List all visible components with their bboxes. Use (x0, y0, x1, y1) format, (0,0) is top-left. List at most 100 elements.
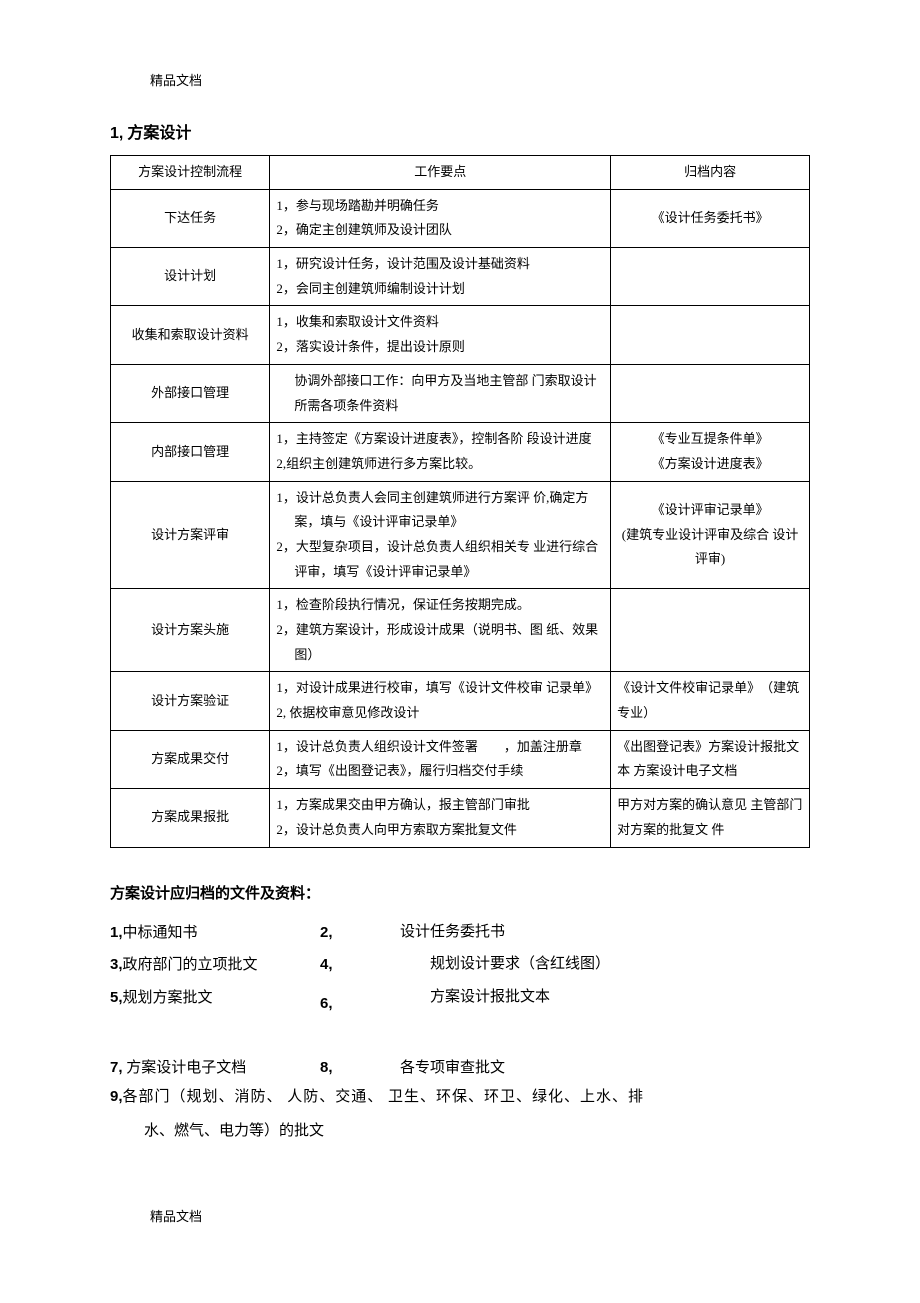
kp-line: 1，主持签定《方案设计进度表》，控制各阶 段设计进度 (276, 427, 604, 452)
cell-archive (611, 364, 810, 422)
table-row: 方案成果交付 1，设计总负责人组织设计文件签署 ，加盖注册章 2，填写《出图登记… (111, 730, 810, 788)
cell-archive (611, 589, 810, 672)
kp-line: 1，研究设计任务，设计范围及设计基础资料 (276, 252, 604, 277)
kp-line: 协调外部接口工作：向甲方及当地主管部 门索取设计所需各项条件资料 (276, 369, 604, 418)
file-num: 3, (110, 956, 123, 973)
cell-process: 设计方案评审 (111, 481, 270, 589)
table-row: 收集和索取设计资料 1，收集和索取设计文件资料 2，落实设计条件，提出设计原则 (111, 306, 810, 364)
file-text-continuation: 水、燃气、电力等）的批文 (144, 1117, 810, 1146)
cell-archive: 甲方对方案的确认意见 主管部门对方案的批复文 件 (611, 789, 810, 847)
file-text: 各专项审查批文 (400, 1054, 810, 1083)
th-keypoints: 工作要点 (270, 156, 611, 190)
kp-line: 2, 依据校审意见修改设计 (276, 701, 604, 726)
cell-process: 下达任务 (111, 189, 270, 247)
file-text: 中标通知书 (123, 925, 198, 941)
table-row: 设计方案评审 1，设计总负责人会同主创建筑师进行方案评 价,确定方案，填与《设计… (111, 481, 810, 589)
kp-line: 2，落实设计条件，提出设计原则 (276, 335, 604, 360)
cell-process: 方案成果报批 (111, 789, 270, 847)
table-header-row: 方案设计控制流程 工作要点 归档内容 (111, 156, 810, 190)
kp-line: 2,组织主创建筑师进行多方案比较。 (276, 452, 604, 477)
table-row: 设计方案验证 1，对设计成果进行校审，填写《设计文件校审 记录单》 2, 依据校… (111, 672, 810, 730)
table-row: 内部接口管理 1，主持签定《方案设计进度表》，控制各阶 段设计进度 2,组织主创… (111, 423, 810, 481)
header-label: 精品文档 (150, 70, 810, 89)
file-text: 规划设计要求（含红线图） (430, 949, 810, 982)
file-num: 8, (320, 1059, 333, 1076)
cell-archive: 《出图登记表》方案设计报批文本 方案设计电子文档 (611, 730, 810, 788)
table-row: 设计方案头施 1，检查阶段执行情况，保证任务按期完成。 2，建筑方案设计，形成设… (111, 589, 810, 672)
file-row: 5,规划方案批文 6, 方案设计报批文本 (110, 982, 810, 1021)
cell-process: 方案成果交付 (111, 730, 270, 788)
file-num: 6, (320, 995, 333, 1012)
table-row: 外部接口管理 协调外部接口工作：向甲方及当地主管部 门索取设计所需各项条件资料 (111, 364, 810, 422)
cell-process: 设计方案验证 (111, 672, 270, 730)
cell-process: 设计方案头施 (111, 589, 270, 672)
file-num: 5, (110, 989, 123, 1006)
kp-line: 2，填写《出图登记表》，履行归档交付手续 (276, 759, 604, 784)
file-text: 各部门（规划、消防、 人防、交通、 卫生、环保、环卫、绿化、上水、排 (123, 1089, 645, 1105)
section-title: 1, 方案设计 (110, 119, 810, 143)
file-row: 3,政府部门的立项批文 4, 规划设计要求（含红线图） (110, 949, 810, 982)
file-text: 规划方案批文 (123, 990, 213, 1006)
archive-line: (建筑专业设计评审及综合 设计评审) (622, 527, 799, 567)
cell-keypoints: 1，设计总负责人会同主创建筑师进行方案评 价,确定方案，填与《设计评审记录单》 … (270, 481, 611, 589)
kp-line: 2，建筑方案设计，形成设计成果（说明书、图 纸、效果图） (276, 618, 604, 667)
file-num: 1, (110, 924, 123, 941)
archive-files-title: 方案设计应归档的文件及资料： (110, 882, 810, 903)
table-row: 下达任务 1，参与现场踏勘并明确任务 2，确定主创建筑师及设计团队 《设计任务委… (111, 189, 810, 247)
cell-process: 收集和索取设计资料 (111, 306, 270, 364)
cell-archive: 《专业互提条件单》 《方案设计进度表》 (611, 423, 810, 481)
cell-archive: 《设计任务委托书》 (611, 189, 810, 247)
cell-process: 设计计划 (111, 248, 270, 306)
cell-keypoints: 1，收集和索取设计文件资料 2，落实设计条件，提出设计原则 (270, 306, 611, 364)
cell-keypoints: 1，主持签定《方案设计进度表》，控制各阶 段设计进度 2,组织主创建筑师进行多方… (270, 423, 611, 481)
file-num: 7, (110, 1059, 123, 1076)
kp-line: 1，设计总负责人组织设计文件签署 ，加盖注册章 (276, 735, 604, 760)
file-row: 9,各部门（规划、消防、 人防、交通、 卫生、环保、环卫、绿化、上水、排 (110, 1083, 810, 1112)
file-list: 1,中标通知书 2, 设计任务委托书 3,政府部门的立项批文 4, 规划设计要求… (110, 917, 810, 1021)
th-process: 方案设计控制流程 (111, 156, 270, 190)
file-num: 9, (110, 1088, 123, 1105)
cell-archive (611, 248, 810, 306)
kp-line: 2，设计总负责人向甲方索取方案批复文件 (276, 818, 604, 843)
cell-keypoints: 1，检查阶段执行情况，保证任务按期完成。 2，建筑方案设计，形成设计成果（说明书… (270, 589, 611, 672)
section-number: 1, (110, 125, 123, 142)
cell-keypoints: 1，方案成果交由甲方确认，报主管部门审批 2，设计总负责人向甲方索取方案批复文件 (270, 789, 611, 847)
cell-keypoints: 1，对设计成果进行校审，填写《设计文件校审 记录单》 2, 依据校审意见修改设计 (270, 672, 611, 730)
table-row: 设计计划 1，研究设计任务，设计范围及设计基础资料 2，会同主创建筑师编制设计计… (111, 248, 810, 306)
kp-line: 1，方案成果交由甲方确认，报主管部门审批 (276, 793, 604, 818)
cell-archive: 《设计文件校审记录单》 （建筑专业） (611, 672, 810, 730)
kp-line: 2，大型复杂项目，设计总负责人组织相关专 业进行综合评审，填写《设计评审记录单》 (276, 535, 604, 584)
process-table: 方案设计控制流程 工作要点 归档内容 下达任务 1，参与现场踏勘并明确任务 2，… (110, 155, 810, 848)
kp-line: 1，设计总负责人会同主创建筑师进行方案评 价,确定方案，填与《设计评审记录单》 (276, 486, 604, 535)
cell-process: 外部接口管理 (111, 364, 270, 422)
th-archive: 归档内容 (611, 156, 810, 190)
cell-process: 内部接口管理 (111, 423, 270, 481)
file-num: 4, (320, 956, 333, 973)
table-row: 方案成果报批 1，方案成果交由甲方确认，报主管部门审批 2，设计总负责人向甲方索… (111, 789, 810, 847)
section-title-text: 方案设计 (127, 125, 191, 142)
kp-line: 1，参与现场踏勘并明确任务 (276, 194, 604, 219)
file-text: 政府部门的立项批文 (123, 957, 258, 973)
file-list-2: 7, 方案设计电子文档 8, 各专项审查批文 9,各部门（规划、消防、 人防、交… (110, 1054, 810, 1146)
kp-line: 2，确定主创建筑师及设计团队 (276, 218, 604, 243)
file-text: 方案设计电子文档 (123, 1060, 247, 1076)
file-row: 1,中标通知书 2, 设计任务委托书 (110, 917, 810, 950)
footer-label: 精品文档 (150, 1206, 810, 1225)
file-num: 2, (320, 924, 333, 941)
file-text: 方案设计报批文本 (430, 982, 810, 1021)
file-text: 设计任务委托书 (400, 917, 810, 950)
cell-keypoints: 1，参与现场踏勘并明确任务 2，确定主创建筑师及设计团队 (270, 189, 611, 247)
archive-line: 《设计评审记录单》 (652, 502, 769, 517)
cell-archive: 《设计评审记录单》 (建筑专业设计评审及综合 设计评审) (611, 481, 810, 589)
cell-keypoints: 1，研究设计任务，设计范围及设计基础资料 2，会同主创建筑师编制设计计划 (270, 248, 611, 306)
kp-line: 1，对设计成果进行校审，填写《设计文件校审 记录单》 (276, 676, 604, 701)
kp-line: 1，收集和索取设计文件资料 (276, 310, 604, 335)
file-row: 7, 方案设计电子文档 8, 各专项审查批文 (110, 1054, 810, 1083)
cell-archive (611, 306, 810, 364)
archive-line: 《专业互提条件单》 (652, 431, 769, 446)
cell-keypoints: 1，设计总负责人组织设计文件签署 ，加盖注册章 2，填写《出图登记表》，履行归档… (270, 730, 611, 788)
archive-line: 《方案设计进度表》 (652, 456, 769, 471)
kp-line: 2，会同主创建筑师编制设计计划 (276, 277, 604, 302)
cell-keypoints: 协调外部接口工作：向甲方及当地主管部 门索取设计所需各项条件资料 (270, 364, 611, 422)
kp-line: 1，检查阶段执行情况，保证任务按期完成。 (276, 593, 604, 618)
